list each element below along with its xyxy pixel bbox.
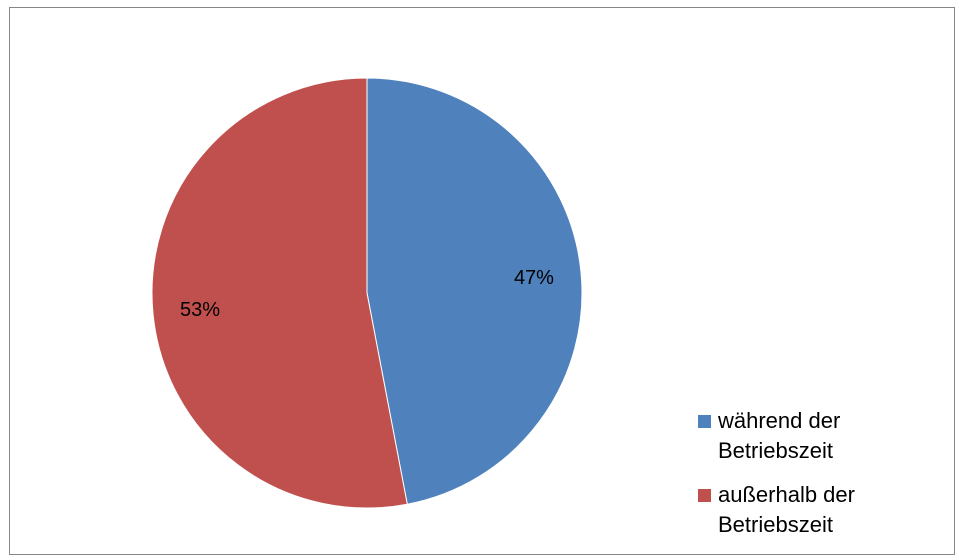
pie-slices — [151, 77, 583, 509]
legend-label-during: während der Betriebszeit — [718, 408, 841, 463]
pie-slice-during — [366, 77, 583, 505]
legend-item-during: während der Betriebszeit — [698, 406, 948, 466]
legend-swatch-during — [698, 415, 711, 428]
legend-item-outside: außerhalb der Betriebszeit — [698, 480, 948, 540]
legend-swatch-outside — [698, 489, 711, 502]
data-label-outside: 53% — [180, 299, 220, 321]
legend: während der Betriebszeit außerhalb der B… — [698, 406, 948, 554]
legend-label-outside: außerhalb der Betriebszeit — [718, 482, 855, 537]
pie-data-labels: 47% 53% — [180, 267, 554, 321]
pie-slice-outside — [151, 77, 408, 509]
data-label-during: 47% — [514, 267, 554, 289]
chart-area: 47% 53% während der Betriebszeit außerhal… — [9, 7, 955, 555]
pie-chart: 47% 53% — [151, 77, 583, 509]
